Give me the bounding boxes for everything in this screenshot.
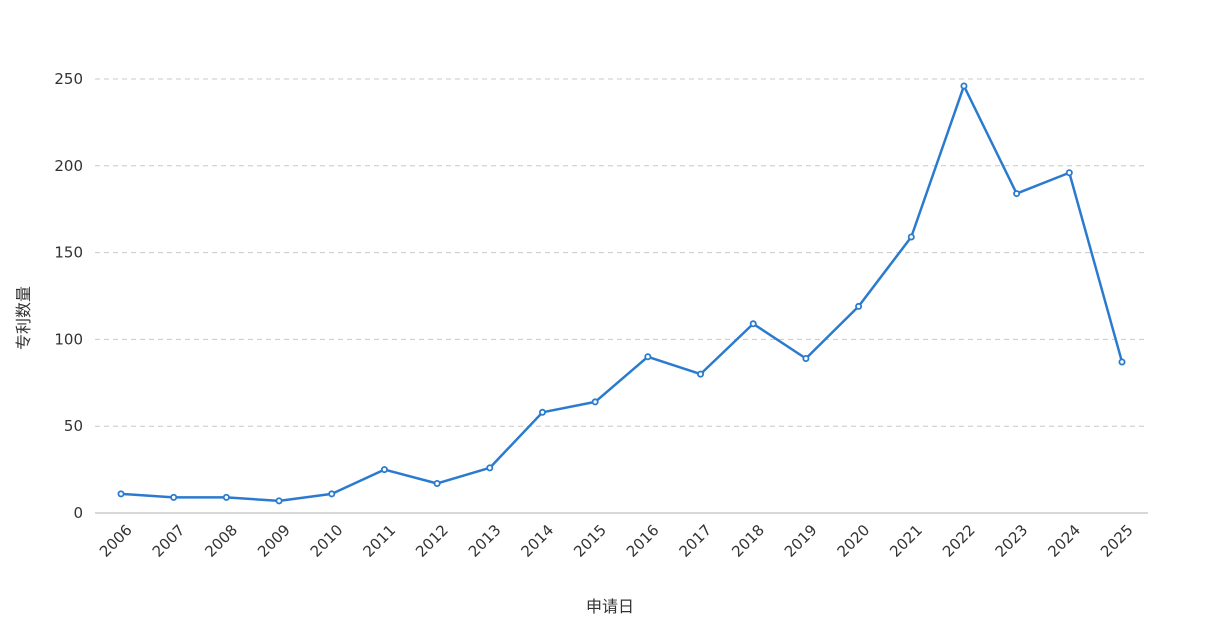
- y-tick-label: 50: [64, 417, 83, 435]
- x-tick-label: 2025: [1097, 521, 1137, 561]
- x-tick-labels: 2006 2007 2008 2009 2010 2011 2012 2013 2014 2015…: [96, 521, 1137, 561]
- x-tick-label: 2024: [1044, 521, 1084, 561]
- y-axis-title: 专利数量: [14, 286, 33, 350]
- x-axis-title: 申请日: [586, 597, 634, 616]
- data-point[interactable]: [961, 83, 966, 88]
- x-tick-label: 2009: [254, 521, 294, 561]
- x-tick-label: 2011: [359, 521, 399, 561]
- x-tick-label: 2016: [623, 521, 663, 561]
- x-tick-label: 2021: [886, 521, 926, 561]
- x-tick-label: 2013: [465, 521, 505, 561]
- data-point[interactable]: [645, 354, 650, 359]
- data-point[interactable]: [224, 495, 229, 500]
- series: [118, 83, 1124, 503]
- data-point[interactable]: [171, 495, 176, 500]
- data-point[interactable]: [593, 399, 598, 404]
- data-point[interactable]: [698, 372, 703, 377]
- y-tick-label: 0: [73, 504, 83, 522]
- x-tick-label: 2019: [781, 521, 821, 561]
- y-tick-label: 150: [54, 244, 83, 262]
- data-point[interactable]: [382, 467, 387, 472]
- x-tick-label: 2020: [834, 521, 874, 561]
- data-point[interactable]: [487, 465, 492, 470]
- y-tick-label: 250: [54, 70, 83, 88]
- data-point[interactable]: [1119, 359, 1124, 364]
- data-point[interactable]: [751, 321, 756, 326]
- data-point[interactable]: [435, 481, 440, 486]
- y-tick-label: 200: [54, 157, 83, 175]
- x-tick-label: 2018: [728, 521, 768, 561]
- x-tick-label: 2014: [517, 521, 557, 561]
- x-tick-label: 2007: [149, 521, 189, 561]
- x-tick-label: 2008: [201, 521, 241, 561]
- data-point[interactable]: [1014, 191, 1019, 196]
- x-tick-label: 2022: [939, 521, 979, 561]
- x-tick-label: 2023: [992, 521, 1032, 561]
- data-point[interactable]: [540, 410, 545, 415]
- data-point[interactable]: [909, 234, 914, 239]
- x-tick-label: 2012: [412, 521, 452, 561]
- x-tick-label: 2010: [307, 521, 347, 561]
- data-point[interactable]: [1067, 170, 1072, 175]
- series-line: [121, 86, 1122, 501]
- y-tick-labels: 0 50 100 150 200 250: [54, 70, 83, 522]
- gridlines: [95, 79, 1148, 426]
- data-point[interactable]: [118, 491, 123, 496]
- x-tick-label: 2017: [676, 521, 716, 561]
- x-tick-label: 2006: [96, 521, 136, 561]
- data-point[interactable]: [329, 491, 334, 496]
- data-point[interactable]: [856, 304, 861, 309]
- y-tick-label: 100: [54, 330, 83, 348]
- data-point[interactable]: [276, 498, 281, 503]
- x-tick-label: 2015: [570, 521, 610, 561]
- data-point[interactable]: [803, 356, 808, 361]
